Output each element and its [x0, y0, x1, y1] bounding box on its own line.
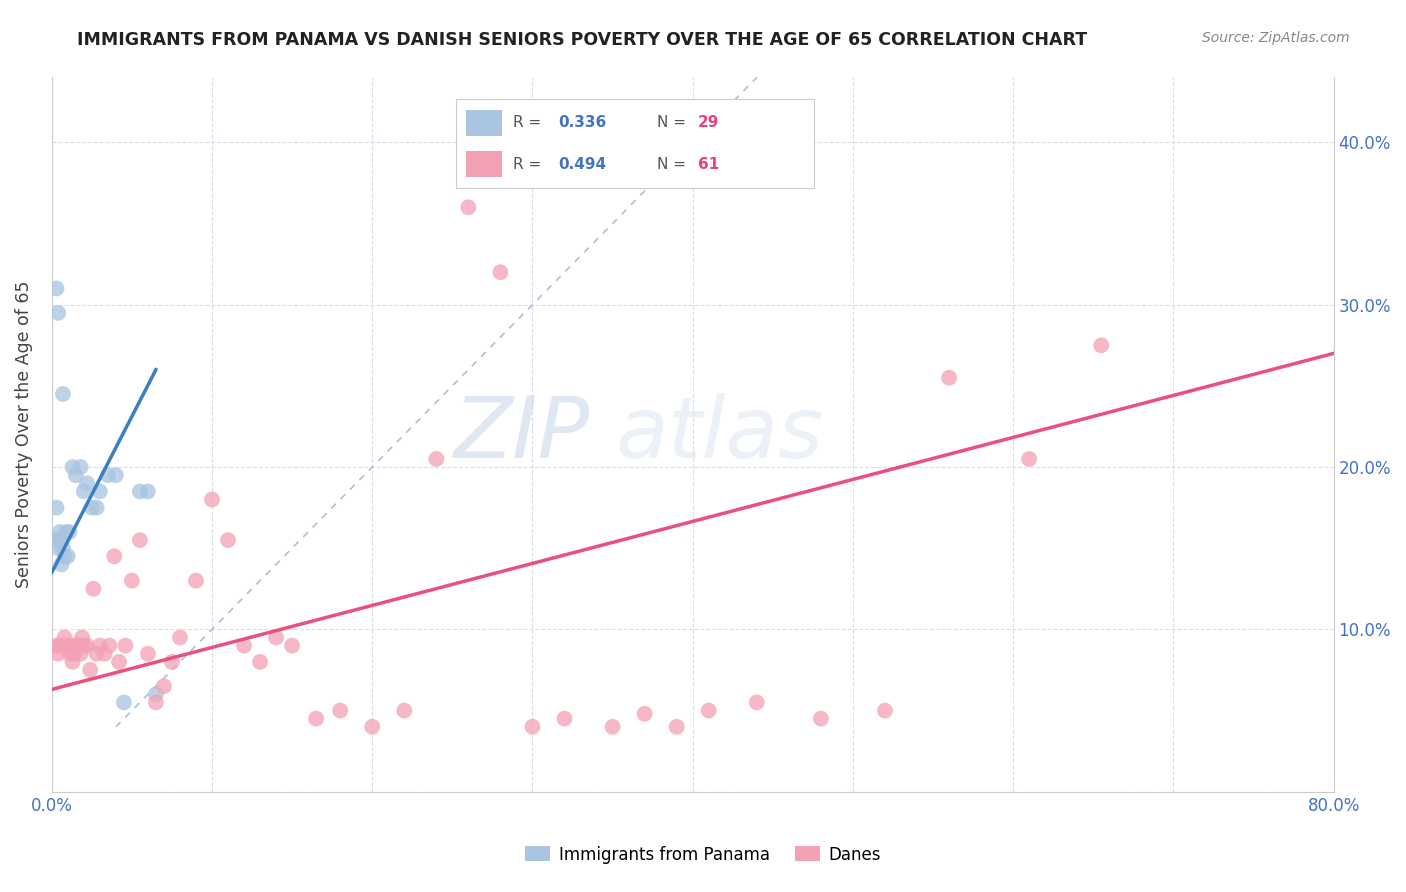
Point: [145, 695, 167, 709]
Point: [73, 484, 96, 499]
Point: [112, 695, 135, 709]
Point: [281, 639, 304, 653]
Point: [45, 639, 67, 653]
Point: [65, 468, 87, 483]
Point: [745, 695, 768, 709]
Point: [665, 720, 688, 734]
Point: [46, 306, 69, 320]
Point: [136, 647, 159, 661]
Point: [45, 500, 67, 515]
Point: [457, 200, 479, 214]
Point: [128, 484, 150, 499]
Point: [394, 704, 416, 718]
Point: [145, 687, 167, 701]
Point: [52, 541, 75, 556]
Point: [361, 720, 384, 734]
Point: [55, 524, 77, 539]
Point: [264, 631, 287, 645]
Point: [58, 647, 80, 661]
Point: [249, 655, 271, 669]
Legend: Immigrants from Panama, Danes: Immigrants from Panama, Danes: [519, 839, 887, 871]
Point: [93, 647, 115, 661]
Point: [153, 679, 176, 693]
Point: [49, 533, 72, 547]
Point: [169, 631, 191, 645]
Point: [63, 647, 86, 661]
Point: [66, 639, 89, 653]
Point: [89, 484, 111, 499]
Point: [86, 647, 108, 661]
Point: [46, 541, 69, 556]
Point: [108, 655, 131, 669]
Point: [121, 574, 143, 588]
Point: [56, 639, 79, 653]
Point: [1018, 451, 1040, 466]
Point: [522, 720, 544, 734]
Point: [553, 712, 575, 726]
Point: [89, 639, 111, 653]
Point: [51, 558, 73, 572]
Point: [201, 492, 224, 507]
Point: [62, 460, 84, 475]
Point: [52, 387, 75, 401]
Point: [76, 639, 98, 653]
Point: [602, 720, 624, 734]
Point: [76, 476, 98, 491]
Point: [55, 639, 77, 653]
Point: [489, 265, 512, 279]
Point: [62, 655, 84, 669]
Point: [160, 655, 183, 669]
Y-axis label: Seniors Poverty Over the Age of 65: Seniors Poverty Over the Age of 65: [15, 281, 32, 589]
Point: [104, 468, 127, 483]
Point: [103, 549, 125, 564]
Point: [51, 639, 73, 653]
Point: [56, 549, 79, 564]
Point: [873, 704, 896, 718]
Point: [233, 639, 256, 653]
Point: [80, 500, 103, 515]
Point: [49, 639, 72, 653]
Point: [58, 524, 80, 539]
Point: [136, 484, 159, 499]
Point: [97, 468, 120, 483]
Point: [1090, 338, 1112, 352]
Point: [65, 639, 87, 653]
Text: ZIP: ZIP: [454, 393, 591, 476]
Point: [53, 549, 76, 564]
Point: [51, 533, 73, 547]
Point: [79, 663, 101, 677]
Point: [52, 639, 75, 653]
Point: [128, 533, 150, 547]
Point: [425, 451, 447, 466]
Point: [67, 639, 90, 653]
Point: [633, 706, 655, 721]
Point: [217, 533, 239, 547]
Point: [184, 574, 207, 588]
Text: atlas: atlas: [616, 393, 824, 476]
Point: [69, 647, 91, 661]
Point: [49, 524, 72, 539]
Point: [82, 582, 104, 596]
Point: [73, 639, 96, 653]
Text: Source: ZipAtlas.com: Source: ZipAtlas.com: [1202, 31, 1350, 45]
Point: [86, 500, 108, 515]
Point: [697, 704, 720, 718]
Point: [329, 704, 352, 718]
Point: [69, 460, 91, 475]
Point: [938, 370, 960, 384]
Point: [46, 647, 69, 661]
Point: [44, 533, 66, 547]
Point: [45, 281, 67, 295]
Point: [305, 712, 328, 726]
Point: [53, 631, 76, 645]
Point: [70, 631, 93, 645]
Point: [114, 639, 136, 653]
Point: [59, 639, 82, 653]
Point: [98, 639, 121, 653]
Text: IMMIGRANTS FROM PANAMA VS DANISH SENIORS POVERTY OVER THE AGE OF 65 CORRELATION : IMMIGRANTS FROM PANAMA VS DANISH SENIORS…: [77, 31, 1087, 49]
Point: [810, 712, 832, 726]
